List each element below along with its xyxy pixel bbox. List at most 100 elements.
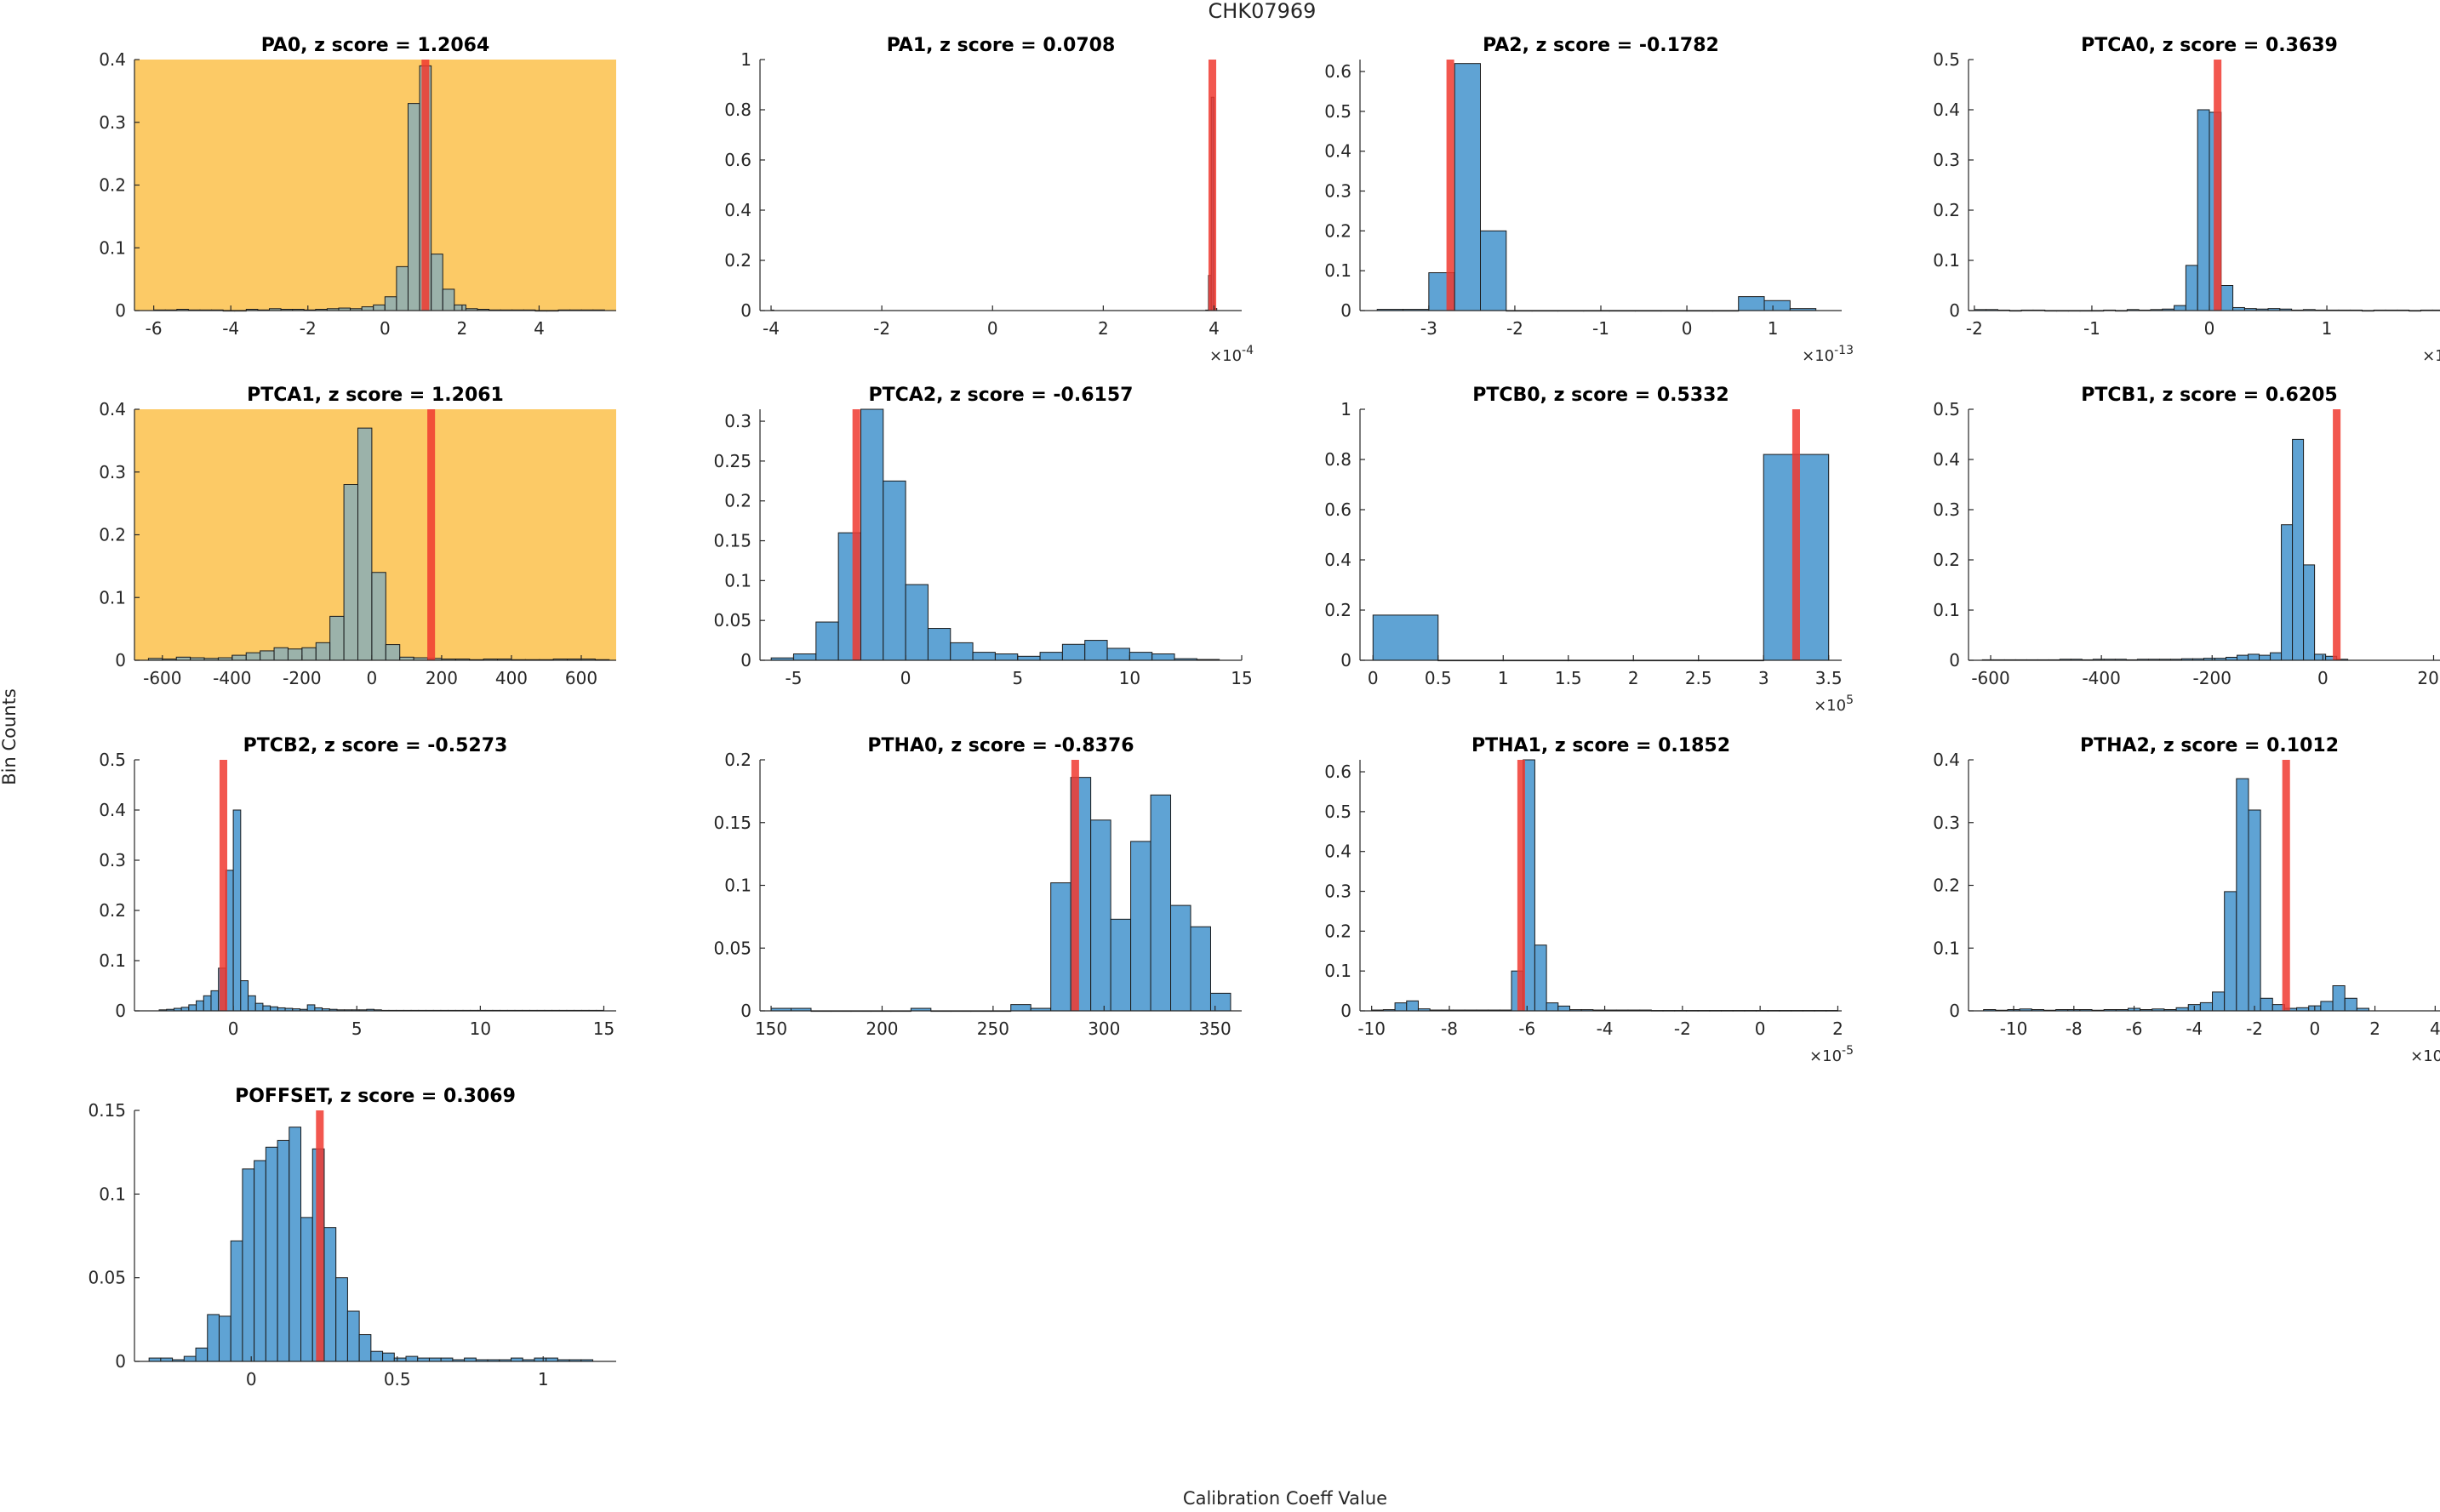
x-tick-label: 250: [977, 1018, 1009, 1039]
y-tick-label: 0: [115, 1351, 126, 1372]
subplot-ptha2: -10 -8 -6 -4 -2 0 2 4 0 0.1 0.2 0.3 0.4 ×10-12 PTHA2, …: [1933, 735, 2440, 1065]
x-tick-label: 0: [987, 318, 998, 339]
x-tick-label: 4: [1209, 318, 1220, 339]
histogram-bar: [407, 103, 420, 311]
x-tick-label: 0: [1368, 668, 1379, 688]
histogram-bar: [188, 1004, 197, 1012]
y-tick-label: 0.4: [1933, 449, 1960, 470]
y-tick-label: 0.1: [724, 876, 751, 896]
y-tick-label: 0: [740, 300, 751, 321]
histogram-bar: [210, 990, 220, 1012]
x-axis-exponent: ×10-4: [1209, 344, 1254, 365]
figure-title: CHK07969: [1209, 0, 1317, 23]
histogram-bar: [396, 265, 409, 311]
x-tick-label: -1: [1592, 318, 1609, 339]
y-tick-label: 0.6: [724, 150, 751, 170]
y-tick-label: 0.2: [1324, 600, 1351, 620]
x-tick-label: 5: [1012, 668, 1023, 688]
histogram-bar: [195, 1347, 209, 1362]
y-tick-label: 0.8: [1324, 449, 1351, 470]
highlight-background: [134, 60, 616, 311]
subplot-title: PTCB0, z score = 0.5332: [1472, 385, 1729, 406]
histogram-bar: [335, 1277, 348, 1362]
x-tick-label: 0: [246, 1369, 257, 1389]
histogram-bar: [442, 288, 455, 311]
x-tick-label: -2: [1966, 318, 1983, 339]
x-tick-label: 2: [1628, 668, 1639, 688]
y-tick-label: 0.15: [88, 1100, 126, 1121]
histogram-bar: [2185, 265, 2198, 311]
histogram-bar: [1454, 63, 1482, 311]
y-tick-label: 0: [740, 1001, 751, 1021]
histogram-bar: [306, 1004, 316, 1012]
histogram-bar: [950, 642, 974, 661]
subplot-pa0: -6 -4 -2 0 2 4 0 0.1 0.2 0.3 0.4 PA0, z score = 1.2…: [99, 35, 616, 339]
histogram-bar: [207, 1314, 220, 1362]
subplot-title: PA2, z score = -0.1782: [1483, 35, 1719, 56]
x-tick-label: 600: [565, 668, 597, 688]
y-tick-label: 0.3: [1933, 499, 1960, 520]
histogram-bar: [358, 1334, 372, 1362]
subplot-title: PA0, z score = 1.2064: [261, 35, 490, 56]
subplot-poffset: 0 0.5 1 0 0.05 0.1 0.15 POFFSET, z score = 0.30…: [88, 1086, 616, 1389]
y-tick-label: 0: [1340, 1001, 1351, 1021]
histogram-bar: [2224, 891, 2237, 1012]
histogram-bar: [287, 648, 303, 661]
x-tick-label: -10: [2000, 1018, 2028, 1039]
histogram-bar: [2199, 1001, 2214, 1012]
x-tick-label: 2: [1832, 1018, 1843, 1039]
histogram-bar: [2303, 564, 2316, 661]
histogram-bar: [2237, 654, 2249, 661]
y-tick-label: 0.3: [99, 462, 126, 482]
subplot-pa1: -4 -2 0 2 4 0 0.2 0.4 0.6 0.8 1 ×10-4 PA1, z score =…: [724, 35, 1254, 365]
y-tick-label: 0.4: [99, 399, 126, 419]
x-tick-label: 150: [755, 1018, 787, 1039]
histogram-bar: [1170, 904, 1191, 1012]
histogram-bar: [2174, 305, 2186, 311]
histogram-bar: [1546, 1002, 1559, 1012]
x-tick-label: 200: [866, 1018, 898, 1039]
histogram-bar: [248, 995, 256, 1012]
subplot-ptcb2: 0 5 10 15 0 0.1 0.2 0.3 0.4 0.5 PTCB2, z score = -…: [99, 735, 616, 1039]
x-tick-label: 10: [1119, 668, 1140, 688]
current-value-marker: [1446, 60, 1454, 311]
x-axis-exponent: ×105: [2422, 344, 2440, 365]
x-axis-label: Calibration Coeff Value: [1183, 1488, 1387, 1509]
histogram-bar: [405, 1355, 419, 1362]
y-tick-label: 0.6: [1324, 499, 1351, 520]
x-tick-label: 0: [2317, 668, 2329, 688]
y-tick-label: 0.05: [713, 610, 751, 630]
histogram-bar: [382, 1352, 395, 1362]
histogram-bar: [1050, 882, 1071, 1012]
histogram-bar: [860, 408, 884, 661]
x-tick-label: -400: [213, 668, 251, 688]
y-tick-label: 0.4: [1324, 842, 1351, 862]
y-tick-label: 0.3: [99, 112, 126, 133]
histogram-bar: [2332, 985, 2346, 1012]
x-tick-label: 200: [2417, 668, 2440, 688]
subplot-ptca2: -5 0 5 10 15 0 0.05 0.1 0.15 0.2 0.25 0.3 PTCA2, z s…: [713, 385, 1252, 688]
y-tick-label: 0.05: [713, 938, 751, 958]
histogram-bar: [371, 572, 386, 661]
subplot-title: PTCB1, z score = 0.6205: [2081, 385, 2338, 406]
histogram-bar: [1090, 819, 1111, 1012]
y-tick-label: 0: [1340, 650, 1351, 670]
x-tick-label: -400: [2082, 668, 2120, 688]
y-tick-label: 0.3: [1933, 150, 1960, 170]
histogram-bar: [2259, 654, 2271, 661]
x-tick-label: 200: [426, 668, 458, 688]
current-value-marker: [421, 60, 430, 311]
x-tick-label: -5: [786, 668, 803, 688]
x-tick-label: 15: [1231, 668, 1252, 688]
histogram-bar: [1110, 918, 1132, 1012]
x-tick-label: 2: [2369, 1018, 2380, 1039]
histogram-bar: [927, 628, 951, 661]
histogram-bar: [972, 652, 996, 661]
histogram-bar: [373, 304, 386, 311]
histogram-bar: [384, 296, 397, 311]
x-tick-label: -6: [1518, 1018, 1535, 1039]
x-axis-exponent: ×10-5: [1809, 1044, 1854, 1065]
x-tick-label: 3: [1758, 668, 1769, 688]
histogram-bar: [231, 654, 247, 661]
subplot-ptcb1: -600 -400 -200 0 200 0 0.1 0.2 0.3 0.4 0.5 PTCB1, z…: [1933, 385, 2440, 688]
